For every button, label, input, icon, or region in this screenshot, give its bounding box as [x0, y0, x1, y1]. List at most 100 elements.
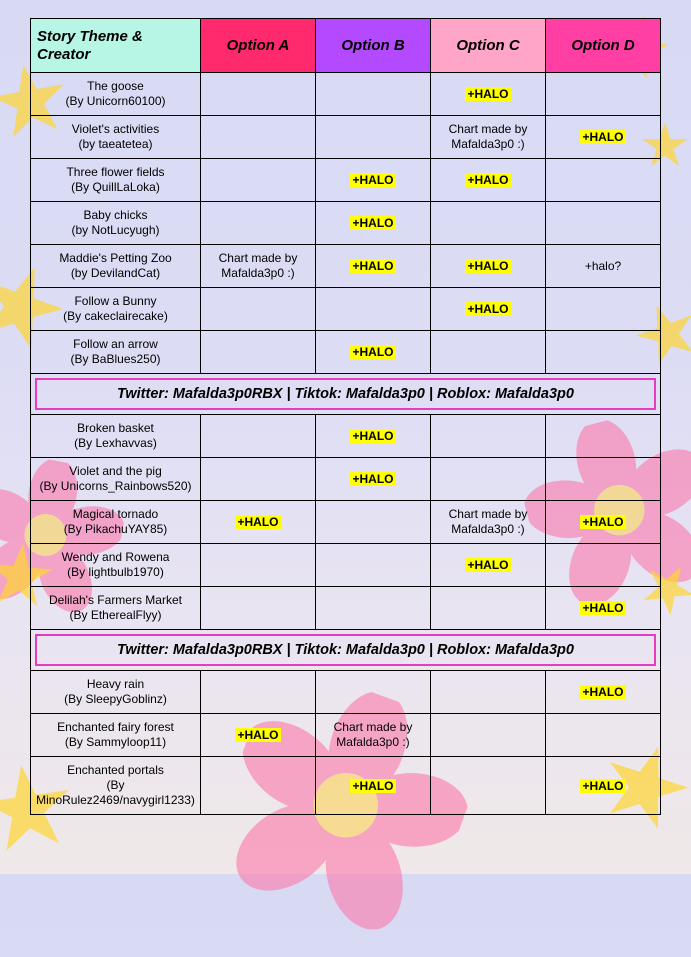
halo-badge: +HALO	[350, 345, 395, 359]
story-title: Follow a Bunny	[35, 294, 196, 309]
halo-badge: +HALO	[465, 173, 510, 187]
story-creator: (By QuillLaLoka)	[35, 180, 196, 195]
option-c-cell	[431, 714, 546, 757]
table-row: Follow an arrow(By BaBlues250) +HALO	[31, 331, 661, 374]
option-a-cell	[201, 73, 316, 116]
story-cell: Follow an arrow(By BaBlues250)	[31, 331, 201, 374]
option-c-cell: Chart made by Mafalda3p0 :)	[431, 501, 546, 544]
header-option-b: Option B	[316, 19, 431, 73]
story-cell: Enchanted portals(By MinoRulez2469/navyg…	[31, 757, 201, 815]
halo-badge: +HALO	[580, 601, 625, 615]
option-c-cell: +HALO	[431, 159, 546, 202]
option-c-cell	[431, 458, 546, 501]
story-cell: Three flower fields(By QuillLaLoka)	[31, 159, 201, 202]
story-title: Heavy rain	[35, 677, 196, 692]
option-a-cell	[201, 116, 316, 159]
rows-group-1: The goose(By Unicorn60100) +HALO Violet's …	[31, 73, 661, 374]
story-title: Magical tornado	[35, 507, 196, 522]
table-row: Magical tornado(By PikachuYAY85) +HALO Cha…	[31, 501, 661, 544]
story-cell: Follow a Bunny(By cakeclairecake)	[31, 288, 201, 331]
story-cell: Violet and the pig(By Unicorns_Rainbows5…	[31, 458, 201, 501]
story-creator: (By PikachuYAY85)	[35, 522, 196, 537]
option-d-cell: +HALO	[546, 501, 661, 544]
table-row: Wendy and Rowena(By lightbulb1970)+HALO	[31, 544, 661, 587]
story-creator: (By MinoRulez2469/navygirl1233)	[35, 778, 196, 808]
option-b-cell: +HALO	[316, 415, 431, 458]
halo-badge: +HALO	[465, 302, 510, 316]
table-row: The goose(By Unicorn60100) +HALO	[31, 73, 661, 116]
halo-badge: +HALO	[465, 87, 510, 101]
option-c-cell	[431, 671, 546, 714]
credit-text: Chart made by Mafalda3p0 :)	[219, 251, 298, 280]
story-creator: (by taeatetea)	[35, 137, 196, 152]
option-c-cell: +HALO	[431, 73, 546, 116]
option-b-cell: +HALO	[316, 458, 431, 501]
halo-badge: +HALO	[465, 558, 510, 572]
halo-badge: +HALO	[235, 728, 280, 742]
table-row: Delilah's Farmers Market(By EtherealFlyy…	[31, 587, 661, 630]
story-cell: Heavy rain(By SleepyGoblinz)	[31, 671, 201, 714]
table-row: Follow a Bunny(By cakeclairecake) +HALO	[31, 288, 661, 331]
option-b-cell	[316, 116, 431, 159]
story-title: Delilah's Farmers Market	[35, 593, 196, 608]
story-title: Enchanted fairy forest	[35, 720, 196, 735]
story-cell: Delilah's Farmers Market(By EtherealFlyy…	[31, 587, 201, 630]
header-theme: Story Theme & Creator	[31, 19, 201, 73]
halo-badge: +HALO	[580, 515, 625, 529]
option-a-cell	[201, 415, 316, 458]
option-c-cell: Chart made by Mafalda3p0 :)	[431, 116, 546, 159]
halo-badge: +HALO	[350, 472, 395, 486]
story-cell: Enchanted fairy forest(By Sammyloop11)	[31, 714, 201, 757]
option-d-cell: +HALO	[546, 587, 661, 630]
option-c-cell	[431, 757, 546, 815]
story-cell: Magical tornado(By PikachuYAY85)	[31, 501, 201, 544]
option-c-cell	[431, 202, 546, 245]
option-a-cell	[201, 202, 316, 245]
option-b-cell	[316, 288, 431, 331]
halo-badge: +HALO	[580, 685, 625, 699]
option-d-cell: +HALO	[546, 757, 661, 815]
story-title: Enchanted portals	[35, 763, 196, 778]
option-b-cell	[316, 671, 431, 714]
option-a-cell	[201, 288, 316, 331]
header-option-d: Option D	[546, 19, 661, 73]
story-creator: (By EtherealFlyy)	[35, 608, 196, 623]
option-b-cell: +HALO	[316, 159, 431, 202]
halo-badge: +HALO	[350, 216, 395, 230]
story-cell: Broken basket(By Lexhavvas)	[31, 415, 201, 458]
option-b-cell: Chart made by Mafalda3p0 :)	[316, 714, 431, 757]
story-cell: The goose(By Unicorn60100)	[31, 73, 201, 116]
option-c-cell: +HALO	[431, 544, 546, 587]
option-b-cell: +HALO	[316, 202, 431, 245]
rows-group-3: Heavy rain(By SleepyGoblinz)+HALOEnchant…	[31, 671, 661, 815]
table-row: Enchanted fairy forest(By Sammyloop11) +H…	[31, 714, 661, 757]
socials-banner: Twitter: Mafalda3p0RBX | Tiktok: Mafalda…	[35, 378, 656, 410]
socials-banner: Twitter: Mafalda3p0RBX | Tiktok: Mafalda…	[35, 634, 656, 666]
option-a-cell: Chart made by Mafalda3p0 :)	[201, 245, 316, 288]
story-creator: (By Lexhavvas)	[35, 436, 196, 451]
table-row: Broken basket(By Lexhavvas) +HALO	[31, 415, 661, 458]
story-creator: (by DevilandCat)	[35, 266, 196, 281]
story-creator: (By Unicorns_Rainbows520)	[35, 479, 196, 494]
option-d-cell	[546, 714, 661, 757]
story-cell: Maddie's Petting Zoo(by DevilandCat)	[31, 245, 201, 288]
halo-chart-table: Story Theme & Creator Option A Option B …	[30, 18, 661, 815]
option-b-cell: +HALO	[316, 245, 431, 288]
option-a-cell	[201, 159, 316, 202]
story-title: Violet and the pig	[35, 464, 196, 479]
option-d-cell	[546, 202, 661, 245]
option-b-cell: +HALO	[316, 331, 431, 374]
story-creator: (By cakeclairecake)	[35, 309, 196, 324]
story-creator: (by NotLucyugh)	[35, 223, 196, 238]
credit-text: Chart made by Mafalda3p0 :)	[449, 122, 528, 151]
banner-row: Twitter: Mafalda3p0RBX | Tiktok: Mafalda…	[31, 630, 661, 671]
story-cell: Violet's activities(by taeatetea)	[31, 116, 201, 159]
halo-badge: +HALO	[350, 173, 395, 187]
option-b-cell: +HALO	[316, 757, 431, 815]
credit-text: Chart made by Mafalda3p0 :)	[334, 720, 413, 749]
halo-badge: +HALO	[350, 779, 395, 793]
header-row: Story Theme & Creator Option A Option B …	[31, 19, 661, 73]
option-b-cell	[316, 587, 431, 630]
story-creator: (By lightbulb1970)	[35, 565, 196, 580]
option-a-cell	[201, 587, 316, 630]
